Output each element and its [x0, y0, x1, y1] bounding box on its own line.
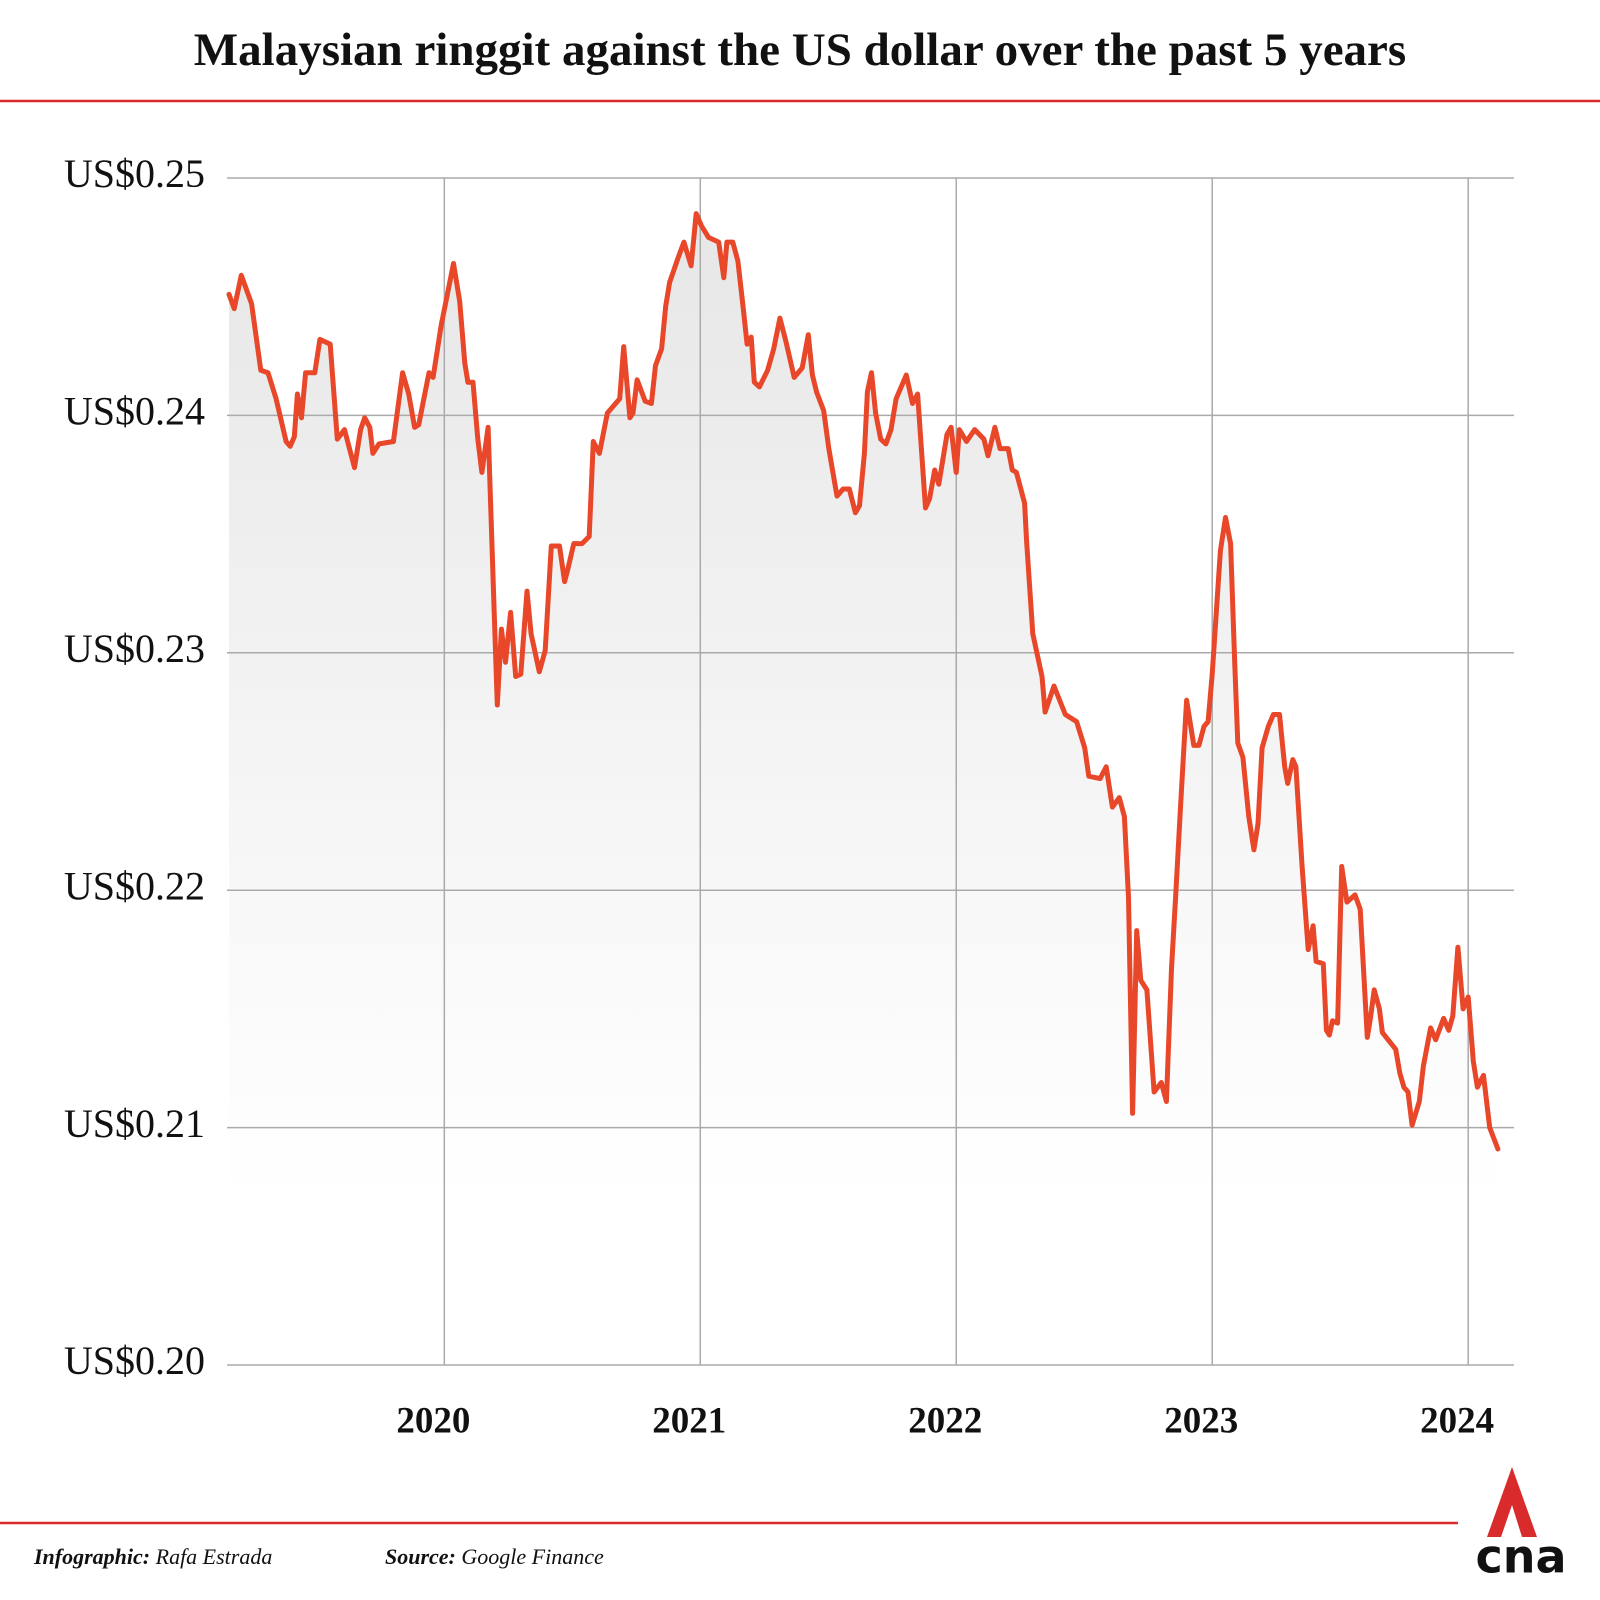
logo-mark: [1487, 1467, 1537, 1537]
credit-name: Rafa Estrada: [155, 1544, 273, 1569]
x-tick-label: 2021: [652, 1400, 726, 1441]
credit: Infographic: Rafa Estrada: [33, 1544, 272, 1569]
y-tick-label: US$0.24: [64, 389, 205, 434]
plot-area: US$0.20 US$0.21 US$0.22 US$0.23 US$0.24 US$0.…: [64, 151, 1514, 1441]
area: [229, 213, 1498, 1196]
y-tick-label: US$0.22: [64, 863, 205, 908]
source: Source: Google Finance: [385, 1544, 604, 1569]
credit-label: Infographic:: [33, 1544, 150, 1569]
line: [226, 211, 1501, 1152]
x-tick-label: 2022: [908, 1400, 982, 1441]
y-tick-label: US$0.25: [64, 151, 205, 196]
chart-title: Malaysian ringgit against the US dollar …: [194, 24, 1406, 76]
source-name: Google Finance: [461, 1544, 604, 1569]
y-tick-label: US$0.20: [64, 1338, 205, 1383]
logo: cna: [1475, 1530, 1566, 1584]
x-tick-label: 2020: [396, 1400, 470, 1441]
source-label: Source:: [385, 1544, 456, 1569]
y-tick-label: US$0.21: [64, 1101, 205, 1146]
x-tick-label: 2023: [1164, 1400, 1238, 1441]
x-tick-label: 2024: [1420, 1400, 1494, 1441]
y-tick-label: US$0.23: [64, 626, 205, 671]
